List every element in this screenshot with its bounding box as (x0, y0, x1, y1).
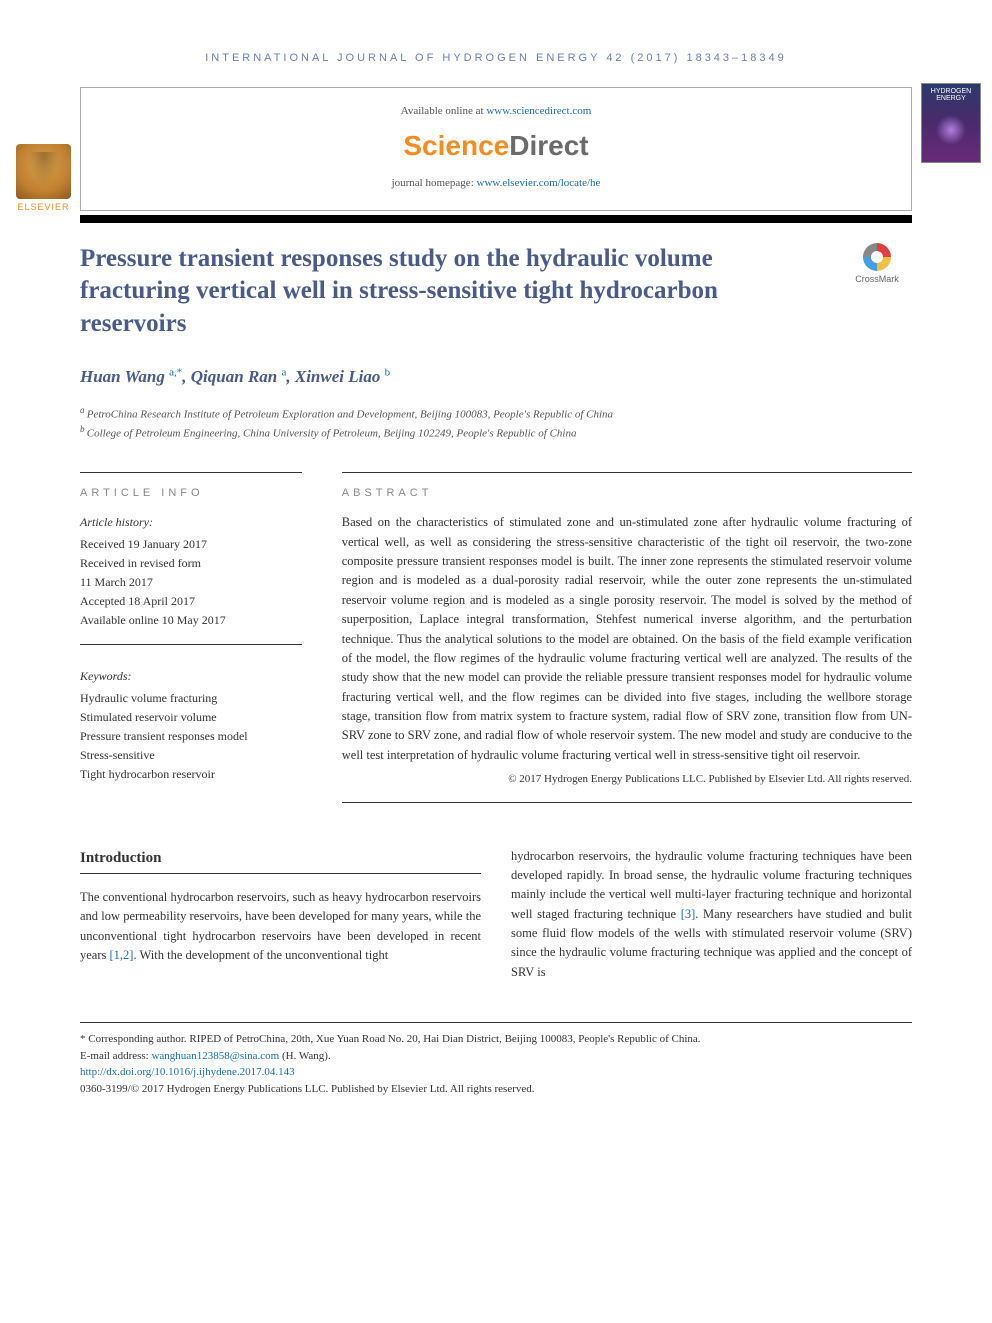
email-suffix: (H. Wang). (279, 1050, 330, 1062)
journal-cover-thumbnail: HYDROGEN ENERGY (921, 83, 981, 163)
author: Huan Wang a,* (80, 367, 182, 386)
crossmark-label: CrossMark (855, 274, 899, 284)
available-prefix: Available online at (401, 105, 487, 117)
email-link[interactable]: wanghuan123858@sina.com (151, 1050, 279, 1062)
author: Xinwei Liao b (295, 367, 390, 386)
ref-link-1-2[interactable]: [1,2] (110, 948, 134, 962)
affiliations: a PetroChina Research Institute of Petro… (80, 404, 912, 442)
keyword-item: Tight hydrocarbon reservoir (80, 765, 302, 784)
history-line: Received in revised form (80, 554, 302, 573)
keyword-item: Hydraulic volume fracturing (80, 689, 302, 708)
author-sup: b (385, 366, 391, 378)
email-line: E-mail address: wanghuan123858@sina.com … (80, 1048, 912, 1065)
available-online-text: Available online at www.sciencedirect.co… (101, 103, 891, 120)
crossmark-badge[interactable]: CrossMark (842, 243, 912, 287)
sciencedirect-logo: ScienceDirect (101, 125, 891, 167)
keyword-item: Stimulated reservoir volume (80, 708, 302, 727)
introduction-heading: Introduction (80, 847, 481, 875)
history-heading: Article history: (80, 513, 302, 532)
keyword-item: Pressure transient responses model (80, 727, 302, 746)
homepage-link[interactable]: www.elsevier.com/locate/he (477, 177, 601, 189)
issn-copyright: 0360-3199/© 2017 Hydrogen Energy Publica… (80, 1081, 912, 1098)
article-title: Pressure transient responses study on th… (80, 243, 822, 341)
article-info-label: ARTICLE INFO (80, 472, 302, 502)
ref-link-3[interactable]: [3] (681, 907, 696, 921)
masthead: ELSEVIER HYDROGEN ENERGY Available onlin… (80, 87, 912, 211)
divider-bar (80, 215, 912, 223)
affiliation: a PetroChina Research Institute of Petro… (80, 404, 912, 423)
doi-link[interactable]: http://dx.doi.org/10.1016/j.ijhydene.201… (80, 1066, 295, 1078)
journal-homepage: journal homepage: www.elsevier.com/locat… (101, 175, 891, 192)
authors-line: Huan Wang a,*, Qiquan Ran a, Xinwei Liao… (80, 364, 912, 390)
history-line: 11 March 2017 (80, 573, 302, 592)
elsevier-logo: ELSEVIER (16, 144, 71, 215)
author-sup: a (281, 366, 286, 378)
journal-header: INTERNATIONAL JOURNAL OF HYDROGEN ENERGY… (80, 50, 912, 67)
author-sup: a,* (169, 366, 182, 378)
sciencedirect-link[interactable]: www.sciencedirect.com (486, 105, 591, 117)
abstract-body: Based on the characteristics of stimulat… (342, 515, 912, 762)
intro-col2: hydrocarbon reservoirs, the hydraulic vo… (511, 847, 912, 983)
affiliation-sup: a (80, 405, 87, 415)
sd-prefix: Science (403, 130, 509, 161)
cover-graphic-icon (936, 115, 966, 145)
keywords-heading: Keywords: (80, 667, 302, 686)
email-label: E-mail address: (80, 1050, 151, 1062)
history-line: Received 19 January 2017 (80, 535, 302, 554)
author: Qiquan Ran a (191, 367, 287, 386)
keyword-item: Stress-sensitive (80, 746, 302, 765)
corresponding-author: * Corresponding author. RIPED of PetroCh… (80, 1031, 912, 1048)
history-line: Available online 10 May 2017 (80, 611, 302, 630)
homepage-label: journal homepage: (392, 177, 477, 189)
elsevier-tree-icon (16, 144, 71, 199)
crossmark-icon (863, 243, 891, 271)
journal-cover-title: HYDROGEN ENERGY (922, 84, 980, 107)
elsevier-label: ELSEVIER (16, 201, 71, 215)
abstract-label: ABSTRACT (342, 472, 912, 502)
abstract-copyright: © 2017 Hydrogen Energy Publications LLC.… (342, 771, 912, 788)
intro-col1: The conventional hydrocarbon reservoirs,… (80, 888, 481, 966)
history-line: Accepted 18 April 2017 (80, 592, 302, 611)
abstract-text: Based on the characteristics of stimulat… (342, 513, 912, 803)
intro-col1-p2: . With the development of the unconventi… (133, 948, 388, 962)
keywords-block: Keywords: Hydraulic volume fracturingSti… (80, 667, 302, 784)
sd-suffix: Direct (509, 130, 588, 161)
affiliation-sup: b (80, 424, 87, 434)
article-history: Article history: Received 19 January 201… (80, 513, 302, 645)
affiliation: b College of Petroleum Engineering, Chin… (80, 423, 912, 442)
footnotes: * Corresponding author. RIPED of PetroCh… (80, 1022, 912, 1097)
